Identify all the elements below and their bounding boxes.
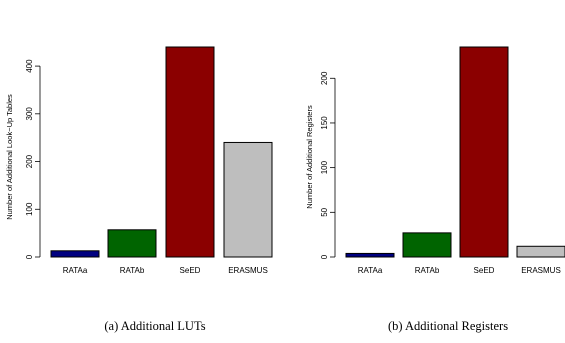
y-tick-label: 400 (25, 59, 34, 73)
y-axis-label: Number of Additional Look−Up Tables (5, 94, 14, 220)
x-tick-label: RATAb (120, 266, 145, 275)
figure-caption: (a) Additional LUTs (104, 319, 205, 333)
bar-rataa (51, 251, 99, 257)
bar-rataa (346, 253, 394, 257)
chart-panel-luts: Number of Additional Look−Up Tables (a) … (5, 47, 272, 333)
y-tick-label: 300 (25, 107, 34, 121)
bar-seed (460, 47, 508, 257)
y-tick-label: 200 (320, 71, 329, 85)
bar-ratab (108, 230, 156, 257)
figure-caption: (b) Additional Registers (388, 319, 508, 333)
y-tick-label: 200 (25, 154, 34, 168)
x-tick-label: ERASMUS (228, 266, 268, 275)
chart-panel-registers: Number of Additional Registers (b) Addit… (305, 47, 565, 333)
y-tick-label: 150 (320, 116, 329, 130)
bar-seed (166, 47, 214, 257)
x-tick-label: SeED (474, 266, 495, 275)
y-tick-label: 0 (320, 254, 329, 259)
y-tick-label: 50 (320, 207, 329, 216)
x-tick-label: RATAa (63, 266, 88, 275)
y-axis-label: Number of Additional Registers (305, 105, 314, 209)
bar-erasmus (224, 142, 272, 257)
y-tick-label: 100 (320, 160, 329, 174)
x-tick-label: RATAb (415, 266, 440, 275)
x-tick-label: RATAa (358, 266, 383, 275)
y-tick-label: 0 (25, 254, 34, 259)
y-tick-label: 100 (25, 202, 34, 216)
bar-erasmus (517, 246, 565, 257)
x-tick-label: ERASMUS (521, 266, 561, 275)
bar-ratab (403, 233, 451, 257)
x-tick-label: SeED (180, 266, 201, 275)
